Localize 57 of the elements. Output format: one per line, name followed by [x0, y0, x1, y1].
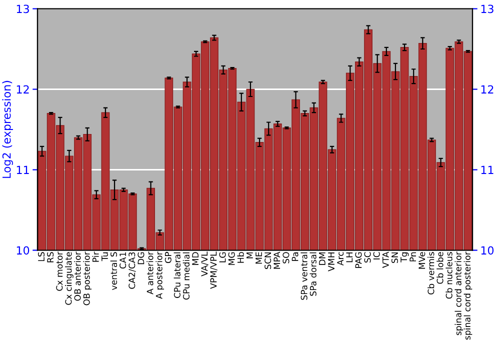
x-tick-label: Cb vermis — [428, 252, 434, 294]
y2-tick-label: 10 — [481, 246, 494, 255]
x-tick-label: spinal cord anterior — [454, 252, 464, 336]
x-tick-label: Pa — [292, 252, 298, 261]
x-tick-label: MG — [228, 252, 235, 265]
x-tick-label: LG — [219, 252, 226, 262]
x-tick-label: Pir — [92, 252, 99, 262]
x-tick-label: PAG — [355, 252, 362, 268]
x-tick-label: Cb nucleus — [446, 252, 452, 299]
y-tick-label: 13 — [16, 4, 29, 14]
x-tick-label: SCN — [264, 252, 272, 269]
x-tick-label: CPu medial — [182, 252, 190, 300]
x-tick-label: VA/VL — [201, 252, 208, 276]
y-tick-label: 12 — [16, 85, 29, 94]
y2-tick-label: 12 — [481, 85, 494, 94]
x-tick-label: Pn — [410, 252, 416, 262]
x-tick-label: OB anterior — [74, 252, 81, 301]
x-tick-label: DG — [138, 252, 144, 264]
y-tick-label: 10 — [16, 246, 30, 255]
x-tick-label: ME — [256, 252, 262, 264]
x-tick-label: A anterior — [146, 252, 154, 294]
x-tick-label: spinal cord posterior — [464, 252, 472, 340]
x-tick-label: MD — [192, 252, 198, 265]
y2-tick-label: 11 — [481, 166, 494, 174]
x-tick-label: SPa dorsal — [310, 252, 316, 296]
x-tick-label: Arc — [337, 252, 344, 266]
x-tick-label: DM — [319, 252, 326, 265]
x-tick-label: OB posterior — [83, 252, 92, 306]
x-tick-label: VMH — [328, 252, 334, 272]
x-tick-label: LS — [38, 252, 45, 262]
x-tick-label: Tg — [400, 252, 409, 262]
x-tick-label: Cx motor — [56, 252, 63, 291]
x-tick-label: SPa ventral — [300, 252, 308, 300]
x-tick-label: Cx cingulate — [65, 252, 74, 305]
x-tick-label: SC — [364, 252, 371, 263]
x-tick-label: A posterior — [156, 252, 164, 299]
x-tick-label: LH — [346, 252, 353, 262]
x-tick-label: RS — [47, 252, 54, 262]
x-tick-label: VTA — [382, 252, 389, 268]
x-tick-label: Cb lobe — [436, 252, 444, 284]
x-tick-label: GP — [164, 252, 172, 264]
y2-tick-label: 13 — [481, 4, 494, 14]
x-tick-label: CA2/CA3 — [128, 252, 136, 289]
x-tick-label: CA1 — [120, 252, 126, 269]
x-tick-label: IC — [373, 252, 380, 260]
x-tick-label: SN — [391, 252, 398, 263]
x-tick-label: CPu lateral — [174, 252, 180, 298]
x-tick-label: M — [246, 252, 253, 258]
x-tick-label: VPM/VPL — [210, 252, 218, 289]
y-tick-label: 11 — [16, 166, 29, 174]
x-tick-label: Tu — [102, 252, 108, 262]
x-tick-label: ventral S — [110, 252, 118, 290]
x-tick-label: MVe — [418, 252, 426, 269]
x-tick-label: MPA — [274, 252, 280, 269]
y-axis-title: Log2 (expression) — [2, 80, 13, 178]
x-tick-label: Hb — [237, 252, 244, 263]
x-tick-label: SO — [282, 252, 290, 264]
